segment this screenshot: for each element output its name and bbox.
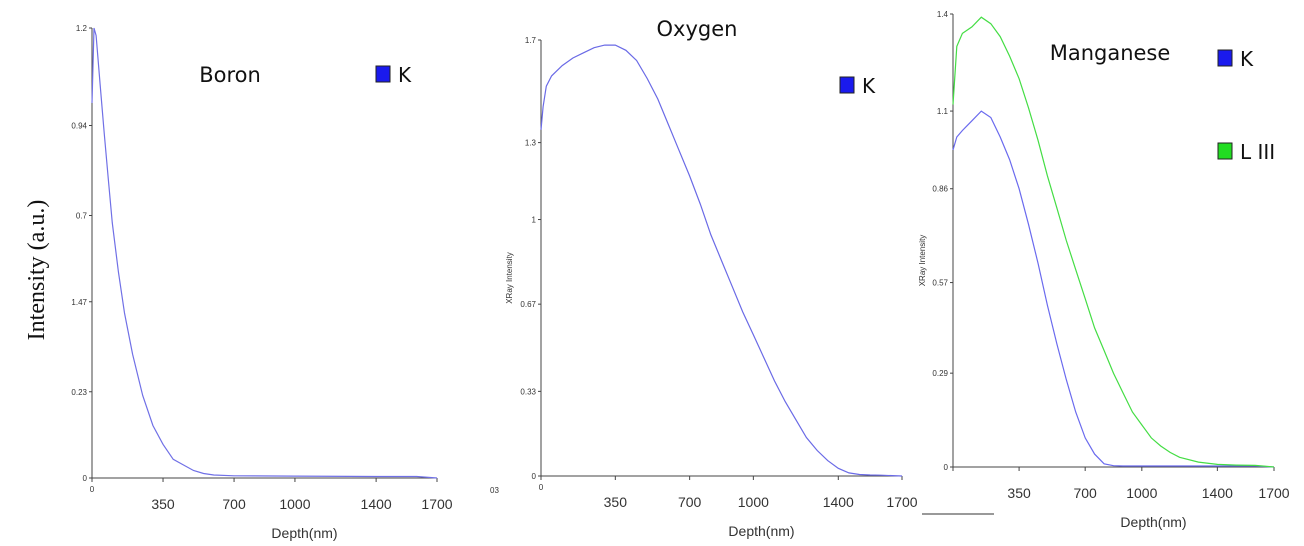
x-tick-label: 1400 bbox=[361, 496, 392, 512]
series-line-k bbox=[540, 44, 903, 477]
x-tick-label: 1700 bbox=[886, 494, 917, 510]
y-tick-label: 0.67 bbox=[520, 300, 536, 309]
y-tick-label: 1.4 bbox=[937, 10, 949, 19]
y-tick-label: 1.2 bbox=[76, 24, 88, 33]
x-tick-label: 1700 bbox=[421, 496, 452, 512]
y-tick-label: 0.7 bbox=[76, 212, 88, 221]
legend-label: K bbox=[862, 74, 876, 98]
y-tick-label: 0.57 bbox=[932, 279, 948, 288]
series-line-k bbox=[91, 27, 438, 479]
y-tick-label: 1 bbox=[532, 216, 537, 225]
series-line-l-iii bbox=[952, 16, 1275, 468]
shared-y-axis-label: Intensity (a.u.) bbox=[24, 200, 50, 341]
x-tick-label: 1000 bbox=[279, 496, 310, 512]
legend-label: K bbox=[1240, 47, 1254, 71]
y-tick-label: 1.1 bbox=[937, 107, 949, 116]
x-tick-label: 350 bbox=[151, 496, 175, 512]
y-tick-label: 0.86 bbox=[932, 185, 948, 194]
stray-label: 03 bbox=[490, 486, 499, 495]
series-line-k bbox=[952, 110, 1275, 468]
x-tick-label: 350 bbox=[604, 494, 628, 510]
y-tick-label: 0 bbox=[944, 463, 949, 472]
x-axis-label: Depth(nm) bbox=[1120, 514, 1186, 530]
x-tick-label: 700 bbox=[222, 496, 246, 512]
x-tick-label: 1400 bbox=[823, 494, 854, 510]
legend-label: L III bbox=[1240, 140, 1275, 164]
x-tick-label: 1700 bbox=[1258, 485, 1289, 501]
y-tick-label: 1.47 bbox=[71, 298, 87, 307]
x-tick-label: 1000 bbox=[1126, 485, 1157, 501]
x-tick-label: 0 bbox=[90, 485, 95, 494]
y-tick-label: 1.7 bbox=[525, 36, 537, 45]
chart-oxygen: 0 0.33 0.67 1 1.3 1.7 0 350 700 1000 1400 1700 Depth… bbox=[505, 17, 918, 539]
x-axis-label: Depth(nm) bbox=[728, 523, 794, 539]
y-axis-label: XRay Intensity bbox=[505, 252, 514, 304]
legend-label: K bbox=[398, 63, 412, 87]
y-tick-label: 0 bbox=[83, 474, 88, 483]
x-axis-label: Depth(nm) bbox=[271, 525, 337, 541]
legend-swatch bbox=[1217, 49, 1233, 67]
x-tick-label: 700 bbox=[678, 494, 702, 510]
y-tick-label: 0.33 bbox=[520, 387, 536, 396]
y-tick-label: 0.23 bbox=[71, 388, 87, 397]
y-tick-label: 0 bbox=[532, 472, 537, 481]
x-tick-label: 350 bbox=[1007, 485, 1031, 501]
y-axis-label: XRay Intensity bbox=[918, 235, 927, 287]
x-tick-label: 700 bbox=[1073, 485, 1097, 501]
y-tick-label: 0.29 bbox=[932, 369, 948, 378]
legend-swatch bbox=[839, 76, 855, 94]
chart-title: Boron bbox=[199, 63, 261, 87]
x-tick-label: 0 bbox=[539, 483, 544, 492]
x-tick-label: 1400 bbox=[1202, 485, 1233, 501]
y-tick-label: 1.3 bbox=[525, 139, 537, 148]
chart-title: Oxygen bbox=[657, 17, 738, 41]
chart-title: Manganese bbox=[1050, 41, 1171, 65]
legend-swatch bbox=[1217, 142, 1233, 160]
y-tick-label: 0.94 bbox=[71, 122, 87, 131]
chart-boron: 0 0.23 1.47 0.7 0.94 1.2 0 350 700 1000 1400 1700 De… bbox=[71, 24, 452, 541]
legend-swatch bbox=[375, 65, 391, 83]
x-tick-label: 1000 bbox=[738, 494, 769, 510]
chart-manganese: 0 0.29 0.57 0.86 1.1 1.4 350 700 1000 1400 1700 Dep… bbox=[918, 10, 1290, 530]
